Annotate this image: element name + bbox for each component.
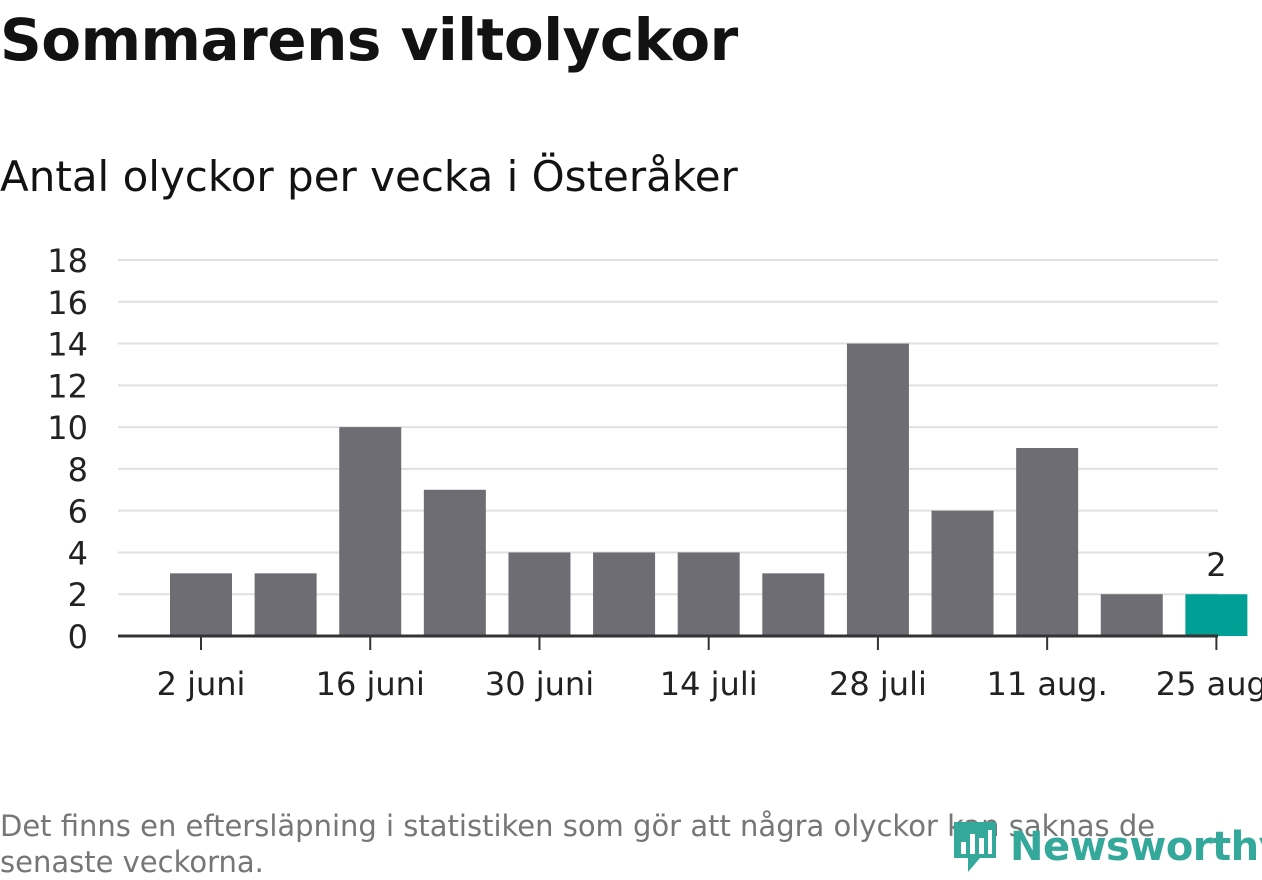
- chart-title: Sommarens viltolyckor: [0, 6, 738, 74]
- bar: [508, 552, 571, 636]
- bar: [254, 573, 317, 636]
- y-tick-label: 18: [47, 242, 88, 280]
- x-tick-label: 2 juni: [157, 665, 246, 703]
- bars: [170, 343, 1248, 636]
- bar: [593, 552, 656, 636]
- bar: [170, 573, 232, 636]
- y-tick-label: 2: [68, 576, 88, 614]
- y-tick-label: 14: [47, 326, 88, 364]
- brand-name: Newsworthy: [1010, 824, 1262, 870]
- bar: [1016, 448, 1079, 636]
- y-tick-label: 10: [47, 409, 88, 447]
- bar: [677, 552, 740, 636]
- newsworthy-logo-icon: [954, 822, 996, 872]
- x-tick-label: 16 juni: [316, 665, 425, 703]
- x-tick-label: 28 juli: [829, 665, 927, 703]
- bar: [1100, 594, 1163, 636]
- data-label: 2: [1206, 546, 1226, 584]
- bar: [762, 573, 825, 636]
- bar: [931, 510, 994, 636]
- chart-subtitle: Antal olyckor per vecka i Österåker: [0, 152, 738, 201]
- y-tick-label: 8: [68, 451, 88, 489]
- y-tick-label: 6: [68, 493, 88, 531]
- brand-logo: Newsworthy: [950, 818, 1262, 876]
- x-tick-label: 25 aug.: [1156, 665, 1262, 703]
- x-tick-label: 30 juni: [485, 665, 594, 703]
- y-tick-label: 12: [47, 367, 88, 405]
- x-tick-label: 14 juli: [660, 665, 758, 703]
- y-tick-label: 16: [47, 284, 88, 322]
- bar: [339, 427, 402, 636]
- x-tick-label: 11 aug.: [987, 665, 1108, 703]
- bar: [1185, 594, 1248, 636]
- bar: [846, 343, 909, 636]
- axes: [118, 634, 1218, 650]
- bar: [423, 489, 486, 636]
- y-tick-label: 0: [68, 618, 88, 656]
- y-tick-label: 4: [68, 534, 88, 572]
